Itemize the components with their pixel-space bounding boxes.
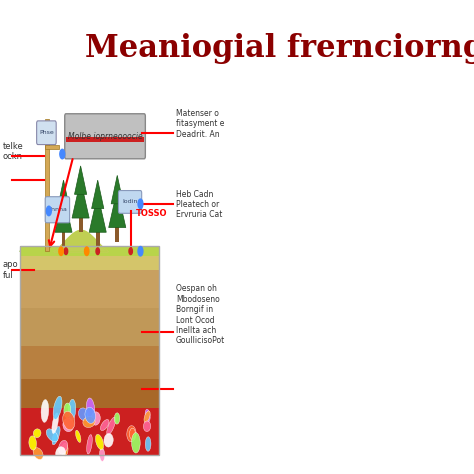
Ellipse shape — [107, 417, 116, 435]
Ellipse shape — [145, 409, 150, 422]
Ellipse shape — [52, 413, 58, 434]
Bar — [19, 408, 159, 455]
FancyBboxPatch shape — [118, 191, 142, 213]
Circle shape — [138, 246, 143, 256]
Circle shape — [64, 248, 68, 255]
Bar — [79, 209, 82, 232]
Polygon shape — [91, 180, 104, 209]
Ellipse shape — [63, 418, 73, 432]
Circle shape — [84, 247, 89, 255]
FancyBboxPatch shape — [36, 121, 56, 145]
Text: apo
ful: apo ful — [2, 261, 18, 280]
Ellipse shape — [146, 437, 151, 451]
Ellipse shape — [64, 403, 71, 418]
Polygon shape — [74, 166, 87, 194]
Text: telke
ockn: telke ockn — [2, 142, 23, 161]
Ellipse shape — [144, 421, 151, 432]
Bar — [96, 223, 100, 246]
Ellipse shape — [95, 434, 104, 450]
Ellipse shape — [114, 413, 120, 424]
Text: Heb Cadn
Pleatech or
Ervruria Cat: Heb Cadn Pleatech or Ervruria Cat — [176, 190, 222, 219]
Text: Oespan oh
Mbodoseno
Borngif in
Lont Ocod
Inellta ach
GoullicisoPot: Oespan oh Mbodoseno Borngif in Lont Ocod… — [176, 284, 225, 346]
Ellipse shape — [33, 429, 41, 438]
Ellipse shape — [132, 433, 140, 453]
Ellipse shape — [63, 411, 75, 430]
Ellipse shape — [53, 396, 62, 419]
Ellipse shape — [104, 433, 113, 447]
Ellipse shape — [41, 400, 49, 422]
Bar — [62, 223, 65, 246]
Ellipse shape — [75, 430, 81, 442]
Bar — [45, 118, 49, 251]
FancyBboxPatch shape — [65, 114, 146, 159]
Text: Phse: Phse — [39, 130, 54, 135]
Bar — [45, 145, 59, 149]
Circle shape — [59, 247, 63, 255]
Ellipse shape — [52, 427, 60, 445]
Polygon shape — [57, 180, 70, 209]
Circle shape — [138, 199, 143, 209]
Bar — [19, 246, 159, 455]
Ellipse shape — [86, 398, 95, 421]
Ellipse shape — [59, 440, 68, 454]
Bar — [19, 251, 159, 308]
Polygon shape — [111, 175, 123, 204]
Ellipse shape — [33, 447, 43, 459]
Text: Molbe ioprneooocie: Molbe ioprneooocie — [68, 132, 142, 140]
Ellipse shape — [68, 399, 76, 421]
Text: Matenser o
fitasyment e
Deadrit. An: Matenser o fitasyment e Deadrit. An — [176, 109, 224, 139]
Bar — [66, 137, 144, 142]
Circle shape — [46, 206, 51, 216]
Ellipse shape — [100, 419, 109, 430]
Text: TOSSO: TOSSO — [136, 209, 167, 218]
Bar — [19, 379, 159, 417]
Bar — [115, 218, 119, 242]
Ellipse shape — [78, 408, 89, 420]
Ellipse shape — [29, 436, 36, 450]
Ellipse shape — [91, 412, 100, 425]
Ellipse shape — [85, 407, 95, 423]
Ellipse shape — [46, 429, 58, 442]
Bar — [19, 251, 159, 270]
Ellipse shape — [62, 443, 68, 456]
Bar — [19, 346, 159, 379]
Text: lodin: lodin — [122, 200, 137, 204]
Ellipse shape — [83, 417, 95, 428]
Text: dnnna: dnnna — [47, 207, 67, 212]
Text: Meaniogial frernciorngntig: Meaniogial frernciorngntig — [85, 33, 474, 64]
Ellipse shape — [144, 411, 150, 422]
Ellipse shape — [87, 435, 92, 454]
Bar — [19, 308, 159, 346]
Circle shape — [60, 149, 65, 159]
Polygon shape — [19, 235, 159, 254]
Ellipse shape — [129, 428, 136, 439]
Polygon shape — [109, 190, 126, 228]
Polygon shape — [89, 194, 106, 232]
Ellipse shape — [55, 447, 65, 460]
Circle shape — [96, 248, 100, 255]
Polygon shape — [55, 194, 72, 232]
Ellipse shape — [100, 448, 105, 461]
Circle shape — [129, 248, 132, 255]
Polygon shape — [72, 180, 89, 218]
FancyBboxPatch shape — [45, 197, 70, 223]
Bar — [19, 246, 159, 256]
Ellipse shape — [127, 426, 136, 442]
